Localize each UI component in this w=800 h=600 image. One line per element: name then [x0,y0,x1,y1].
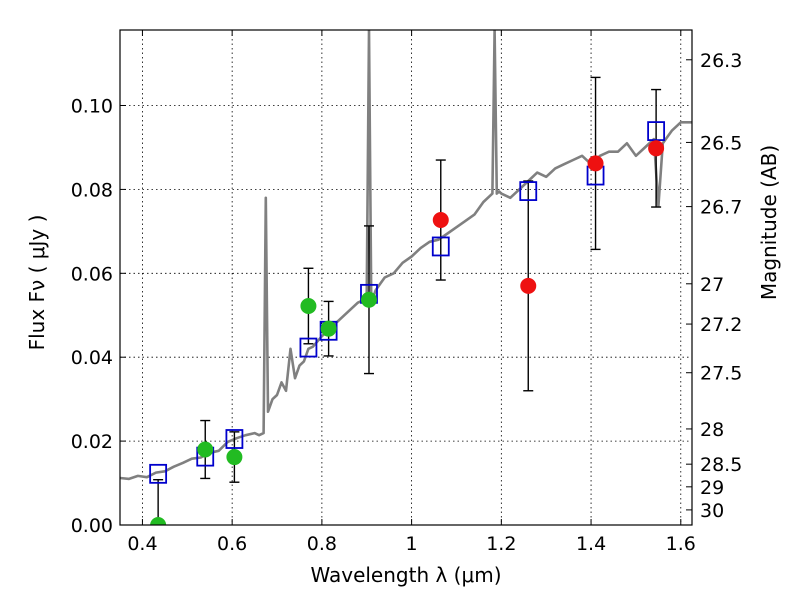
observed-point [197,441,214,458]
sed-model-line [120,30,692,481]
axis-ticks: 0.4 0.6 0.8 1 1.2 1.4 1.6 0.00 0.02 0.04 0.06 0.08 0… [71,30,742,555]
y-tick-label: 0.02 [71,431,113,453]
x-tick-label: 1.6 [666,533,696,555]
observed-point [520,277,537,294]
model-band-square [225,429,244,449]
y2-tick-label: 28.5 [700,454,742,476]
observed-points [150,140,665,525]
y2-tick-label: 27 [700,274,724,296]
observed-point [360,291,377,308]
y2-axis-label: Magnitude (AB) [757,145,781,300]
x-axis-label: Wavelength λ (μm) [310,563,501,587]
model-band-square [149,463,168,484]
y2-tick-label: 27.2 [700,314,742,336]
y2-tick-label: 26.3 [700,50,742,72]
plot-frame [119,29,693,526]
y-tick-label: 0.00 [71,515,113,537]
y2-tick-label: 28 [700,419,724,441]
y-tick-label: 0.04 [71,347,113,369]
y2-tick-label: 26.5 [700,132,742,154]
y2-tick-label: 29 [700,477,724,499]
observed-point [320,320,337,337]
y-tick-label: 0.10 [71,96,113,118]
observed-point [587,155,604,172]
observed-point [300,298,317,315]
x-tick-label: 0.6 [217,533,247,555]
observed-point [226,449,243,466]
y2-tick-label: 26.7 [700,197,742,219]
model-band-square [431,236,450,257]
y2-tick-label: 30 [700,500,724,522]
y-axis-label: Flux Fν ( μJy ) [25,215,49,351]
plot-content [120,30,692,525]
y2-tick-label: 27.5 [700,363,742,385]
y-tick-label: 0.08 [71,179,113,201]
x-tick-label: 0.4 [127,533,157,555]
model-band-square [519,181,538,201]
observed-point [648,140,665,157]
x-tick-label: 1.4 [576,533,606,555]
x-tick-label: 0.8 [307,533,337,555]
observed-point [432,212,449,229]
observed-point [150,517,167,525]
model-band-square [647,121,666,141]
model-band-square [299,337,318,358]
y-tick-label: 0.06 [71,263,113,285]
x-tick-label: 1 [406,533,418,555]
x-tick-label: 1.2 [486,533,516,555]
